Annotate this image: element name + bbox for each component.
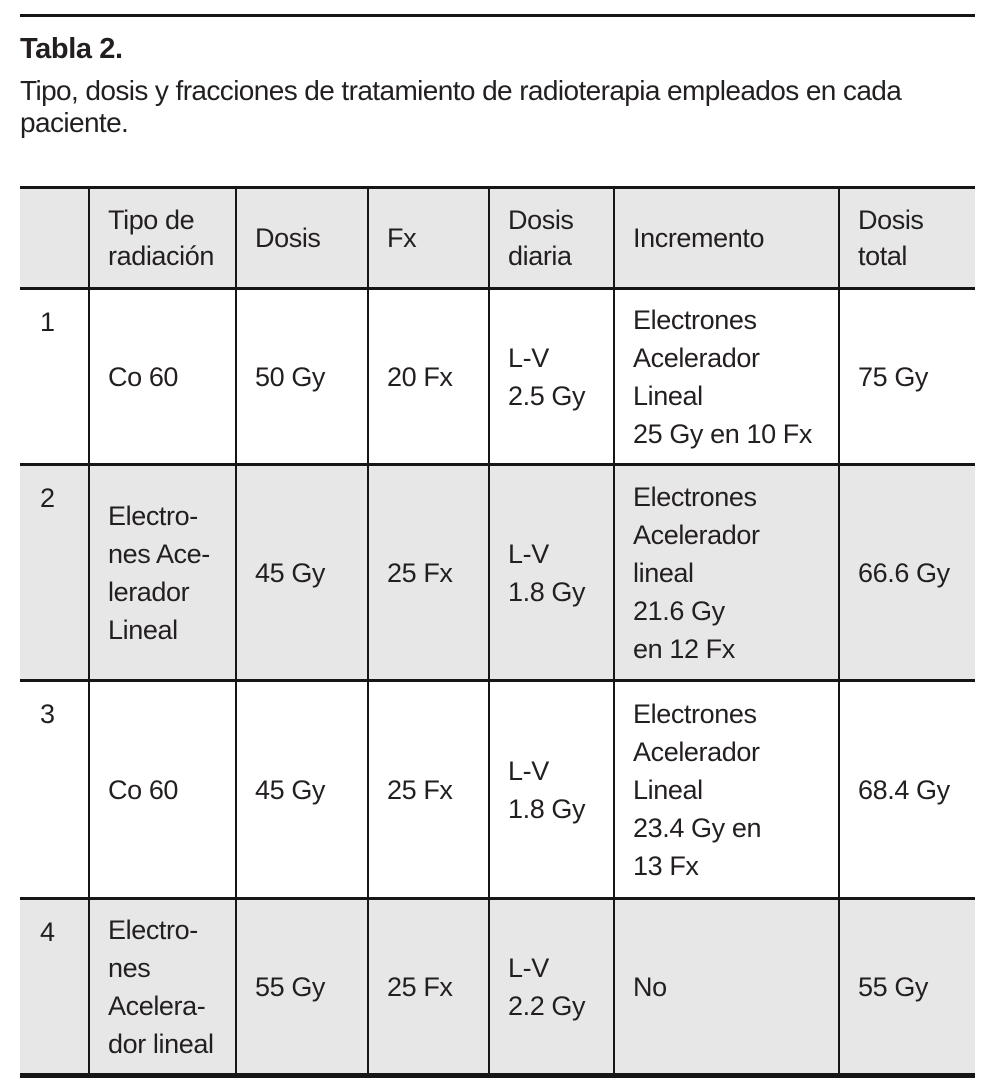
cell-incremento: Electrones Acelerador Lineal 23.4 Gy en … xyxy=(613,682,838,897)
cell-tipo-radiacion: Co 60 xyxy=(88,682,235,897)
header-cell-patient-number xyxy=(20,189,88,287)
cell-dosis: 45 Gy xyxy=(235,682,367,897)
header-cell-dosis: Dosis xyxy=(235,189,367,287)
table-row-patient-4: 4 Electro- nes Acelera- dor lineal 55 Gy… xyxy=(20,897,975,1073)
cell-tipo-radiacion: Electro- nes Acelera- dor lineal xyxy=(88,900,235,1073)
cell-patient-number: 4 xyxy=(40,917,55,947)
cell-fx: 20 Fx xyxy=(367,290,488,463)
table-row-patient-2: 2 Electro- nes Ace- lerador Lineal 45 Gy… xyxy=(20,463,975,679)
header-cell-tipo-radiacion: Tipo de radiación xyxy=(88,189,235,287)
table-caption: Tipo, dosis y fracciones de tratamiento … xyxy=(20,75,902,138)
cell-dosis: 55 Gy xyxy=(235,900,367,1073)
cell-patient-number: 2 xyxy=(40,483,55,513)
table-row-patient-1: 1 Co 60 50 Gy 20 Fx L-V 2.5 Gy Electrone… xyxy=(20,287,975,463)
cell-dosis-total: 55 Gy xyxy=(838,900,975,1073)
table-row-patient-3: 3 Co 60 45 Gy 25 Fx L-V 1.8 Gy Electrone… xyxy=(20,679,975,897)
header-cell-dosis-diaria: Dosis diaria xyxy=(488,189,613,287)
header-cell-incremento: Incremento xyxy=(613,189,838,287)
top-rule xyxy=(20,14,975,17)
cell-fx: 25 Fx xyxy=(367,900,488,1073)
cell-dosis: 50 Gy xyxy=(235,290,367,463)
radiotherapy-table: Tipo de radiación Dosis Fx Dosis diaria … xyxy=(20,186,975,1078)
table-title: Tabla 2. xyxy=(20,33,123,65)
cell-tipo-radiacion: Co 60 xyxy=(88,290,235,463)
cell-dosis-total: 66.6 Gy xyxy=(838,466,975,679)
cell-patient-number: 1 xyxy=(40,307,55,337)
cell-incremento: Electrones Acelerador lineal 21.6 Gy en … xyxy=(613,466,838,679)
cell-dosis-total: 75 Gy xyxy=(838,290,975,463)
cell-dosis-diaria: L-V 1.8 Gy xyxy=(488,466,613,679)
header-cell-fx: Fx xyxy=(367,189,488,287)
cell-patient-number: 3 xyxy=(40,699,55,729)
header-row: Tipo de radiación Dosis Fx Dosis diaria … xyxy=(20,189,975,287)
cell-dosis: 45 Gy xyxy=(235,466,367,679)
cell-fx: 25 Fx xyxy=(367,466,488,679)
cell-dosis-diaria: L-V 1.8 Gy xyxy=(488,682,613,897)
header-cell-dosis-total: Dosis total xyxy=(838,189,975,287)
cell-incremento: No xyxy=(613,900,838,1073)
cell-dosis-total: 68.4 Gy xyxy=(838,682,975,897)
cell-fx: 25 Fx xyxy=(367,682,488,897)
cell-incremento: Electrones Acelerador Lineal 25 Gy en 10… xyxy=(613,290,838,463)
cell-dosis-diaria: L-V 2.2 Gy xyxy=(488,900,613,1073)
cell-tipo-radiacion: Electro- nes Ace- lerador Lineal xyxy=(88,466,235,679)
cell-dosis-diaria: L-V 2.5 Gy xyxy=(488,290,613,463)
